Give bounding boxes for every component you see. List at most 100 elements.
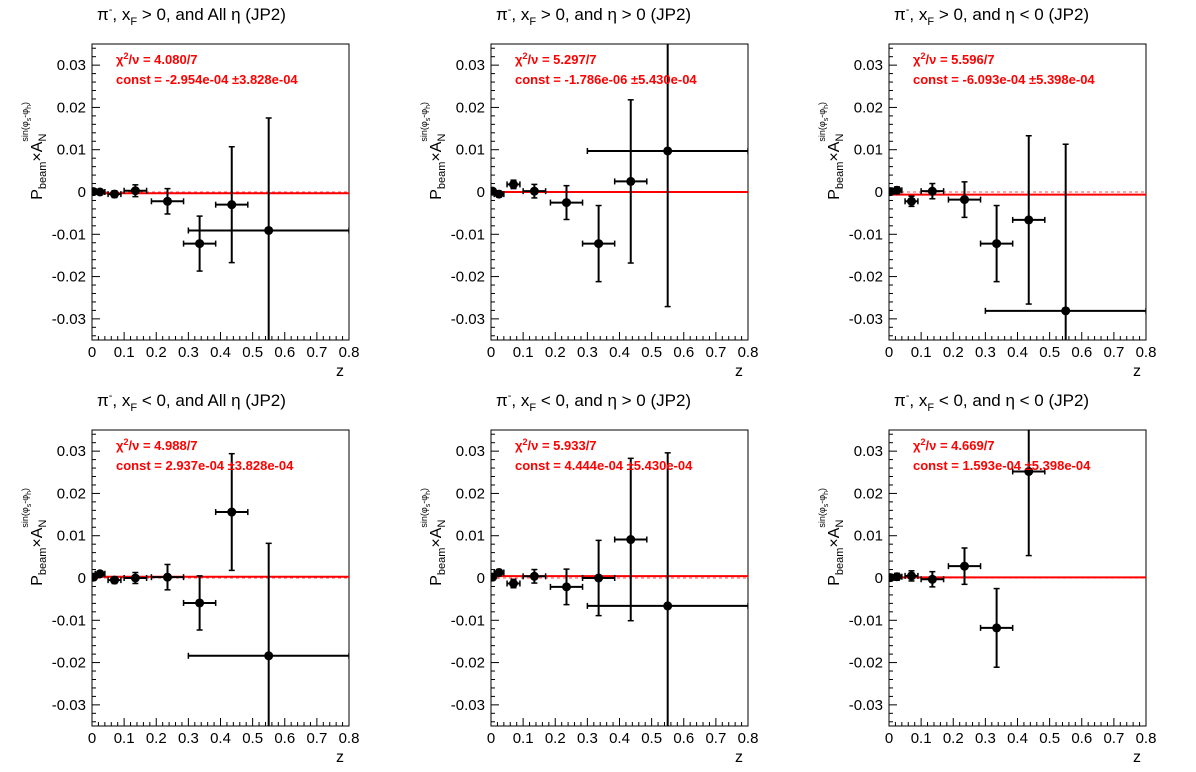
fit-chi2-label: χ2/ν = 4.988/7 bbox=[116, 437, 198, 453]
title-pi: π bbox=[97, 391, 109, 410]
x-tick-label: 0.4 bbox=[1007, 344, 1028, 361]
title-mid: , x bbox=[909, 391, 927, 410]
x-tick-label: 0.6 bbox=[673, 730, 694, 747]
data-point bbox=[1011, 135, 1046, 305]
chi-value: /ν = 4.988/7 bbox=[129, 438, 198, 453]
y-label-sup-end: ) bbox=[20, 488, 30, 491]
y-tick-label: 0.03 bbox=[456, 443, 485, 460]
y-tick-label: 0.01 bbox=[854, 142, 883, 159]
data-point bbox=[613, 457, 648, 622]
fit-const-label: const = 2.937e-04 ±3.828e-04 bbox=[116, 458, 294, 473]
y-label-sup-s: s bbox=[26, 503, 33, 507]
fit-chi2-label: χ2/ν = 5.596/7 bbox=[913, 51, 995, 67]
y-label-p: P bbox=[826, 189, 843, 200]
chi-sup: 2 bbox=[123, 437, 128, 447]
y-label-sub: beam bbox=[436, 548, 448, 576]
y-label-sup-s: s bbox=[823, 503, 830, 507]
chi-symbol: χ bbox=[515, 52, 523, 67]
y-label-times: ×A bbox=[826, 141, 843, 161]
x-tick-label: 0.6 bbox=[1071, 344, 1092, 361]
title-sub: F bbox=[130, 16, 137, 28]
data-point bbox=[891, 185, 903, 195]
y-tick-label: 0.01 bbox=[854, 528, 883, 545]
y-tick-label: 0.03 bbox=[854, 57, 883, 74]
y-label-sup-end: ) bbox=[20, 102, 30, 105]
y-tick-label: 0.01 bbox=[57, 528, 86, 545]
data-marker bbox=[494, 189, 504, 199]
y-label-a-sub: N bbox=[436, 520, 448, 528]
x-tick-label: 0.3 bbox=[178, 344, 199, 361]
title-sub: F bbox=[927, 16, 934, 28]
data-point bbox=[979, 204, 1014, 283]
x-tick-label: 0 bbox=[88, 730, 96, 747]
y-label-sub: beam bbox=[834, 162, 846, 190]
data-point bbox=[984, 143, 1146, 340]
x-tick-label: 0.8 bbox=[738, 344, 759, 361]
x-tick-label: 0.5 bbox=[1039, 344, 1060, 361]
y-label-sub: beam bbox=[37, 548, 49, 576]
x-tick-label: 0.4 bbox=[609, 344, 630, 361]
y-label-sup-s: s bbox=[26, 117, 33, 121]
x-tick-label: 0.3 bbox=[975, 344, 996, 361]
chi-value: /ν = 5.297/7 bbox=[528, 52, 597, 67]
y-label-sup-mid: -φ bbox=[20, 109, 30, 118]
data-marker bbox=[992, 239, 1002, 249]
title-sup: - bbox=[906, 4, 910, 16]
data-point bbox=[107, 189, 122, 199]
y-label-p: P bbox=[29, 575, 46, 586]
y-label-times: ×A bbox=[428, 527, 445, 547]
data-marker bbox=[227, 507, 237, 517]
y-tick-label: 0.02 bbox=[854, 99, 883, 116]
y-tick-label: 0.01 bbox=[456, 142, 485, 159]
y-tick-label: 0 bbox=[477, 184, 485, 201]
chi-value: /ν = 4.080/7 bbox=[129, 52, 198, 67]
title-sub: F bbox=[927, 402, 934, 414]
y-label-sub: beam bbox=[436, 162, 448, 190]
data-marker bbox=[109, 189, 119, 199]
x-tick-label: 0.5 bbox=[641, 344, 662, 361]
title-sub: F bbox=[130, 402, 137, 414]
x-tick-label: 0.2 bbox=[146, 730, 167, 747]
y-tick-label: -0.02 bbox=[849, 269, 883, 286]
chi-value: /ν = 4.669/7 bbox=[926, 438, 995, 453]
y-label-a-sub: N bbox=[37, 134, 49, 142]
title-mid: , x bbox=[112, 391, 130, 410]
title-mid: , x bbox=[511, 5, 529, 24]
chi-symbol: χ bbox=[116, 52, 124, 67]
x-tick-label: 0.2 bbox=[146, 344, 167, 361]
data-point bbox=[581, 204, 616, 283]
y-tick-label: 0.03 bbox=[57, 443, 86, 460]
x-tick-label: 0.3 bbox=[178, 730, 199, 747]
title-pi: π bbox=[894, 5, 906, 24]
x-tick-label: 0.3 bbox=[577, 344, 598, 361]
data-marker bbox=[663, 601, 673, 611]
y-label-sup-h: h bbox=[425, 491, 432, 495]
title-sub: F bbox=[529, 16, 536, 28]
y-label-a-sub: N bbox=[834, 134, 846, 142]
x-tick-label: 0.2 bbox=[943, 344, 964, 361]
data-point bbox=[506, 578, 521, 589]
data-marker bbox=[892, 572, 902, 582]
y-tick-label: -0.01 bbox=[451, 612, 485, 629]
y-axis-label: Pbeam×ANsin(φs-φh) bbox=[419, 488, 448, 586]
y-axis-label: Pbeam×ANsin(φs-φh) bbox=[817, 488, 846, 586]
chi-sup: 2 bbox=[522, 51, 527, 61]
x-tick-label: 0.8 bbox=[738, 730, 759, 747]
x-tick-label: 0.4 bbox=[609, 730, 630, 747]
data-marker bbox=[95, 569, 105, 579]
data-marker bbox=[892, 185, 902, 195]
x-tick-label: 0.1 bbox=[513, 344, 534, 361]
title-post: < 0, and η > 0 (JP2) bbox=[536, 391, 691, 410]
title-post: < 0, and η < 0 (JP2) bbox=[934, 391, 1089, 410]
title-post: < 0, and All η (JP2) bbox=[137, 391, 286, 410]
y-tick-label: 0.01 bbox=[57, 142, 86, 159]
data-marker bbox=[927, 574, 937, 584]
data-marker bbox=[1061, 306, 1071, 316]
y-tick-label: -0.03 bbox=[849, 697, 883, 714]
x-tick-label: 0.6 bbox=[274, 730, 295, 747]
chart-title: π-, xF < 0, and η > 0 (JP2) bbox=[496, 390, 691, 414]
y-tick-label: -0.02 bbox=[451, 655, 485, 672]
title-pi: π bbox=[894, 391, 906, 410]
x-tick-label: 0.4 bbox=[1007, 730, 1028, 747]
